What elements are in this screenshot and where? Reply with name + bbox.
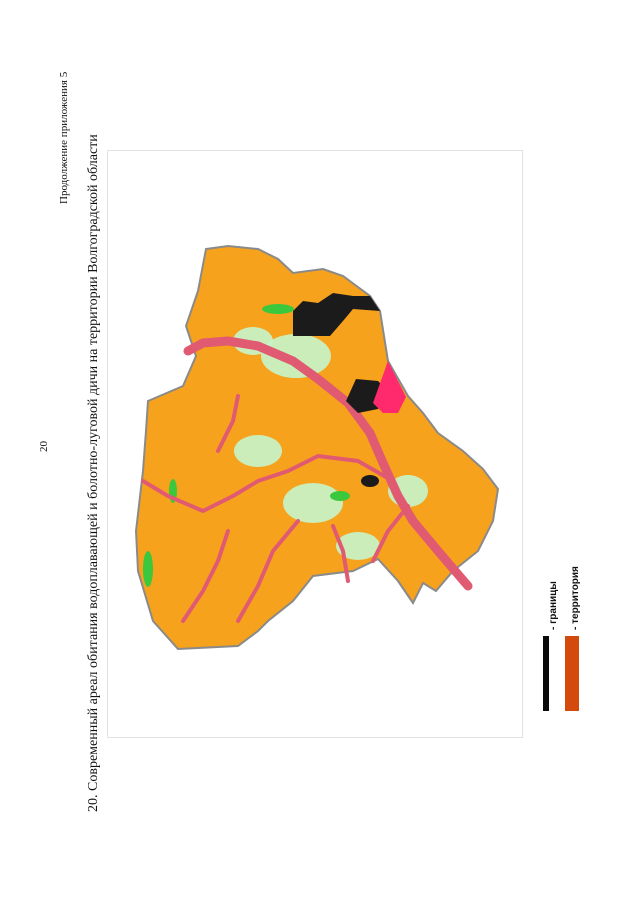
forest-patch bbox=[330, 491, 350, 501]
legend-border-label: - границы bbox=[548, 581, 559, 630]
forest-patch bbox=[143, 551, 153, 587]
ilovlya-river bbox=[331, 524, 350, 583]
medveditsa-river bbox=[236, 519, 300, 623]
meadow-patch bbox=[283, 483, 343, 523]
meadow-patch bbox=[336, 532, 380, 560]
meadow-patch bbox=[234, 435, 282, 467]
don-river bbox=[141, 454, 395, 513]
region-outline bbox=[134, 244, 500, 651]
black-area-east bbox=[293, 293, 380, 336]
page-number: 20 bbox=[38, 441, 50, 452]
legend-territory-swatch bbox=[565, 636, 579, 711]
legend-border-swatch bbox=[543, 636, 549, 711]
meadow-patch bbox=[261, 334, 331, 378]
region-map bbox=[134, 244, 500, 651]
khoper-river bbox=[181, 529, 230, 623]
tributary-river bbox=[371, 504, 410, 563]
black-area-small bbox=[361, 475, 379, 487]
appendix-note: Продолжение приложения 5 bbox=[58, 71, 70, 204]
legend-territory-label: - территория bbox=[570, 566, 581, 630]
figure-caption: 20. Современный ареал обитания водоплава… bbox=[86, 134, 101, 812]
forest-patch bbox=[262, 304, 294, 314]
map-frame bbox=[107, 150, 523, 738]
volgograd-urban-area bbox=[373, 361, 406, 413]
tributary-river bbox=[216, 394, 240, 453]
